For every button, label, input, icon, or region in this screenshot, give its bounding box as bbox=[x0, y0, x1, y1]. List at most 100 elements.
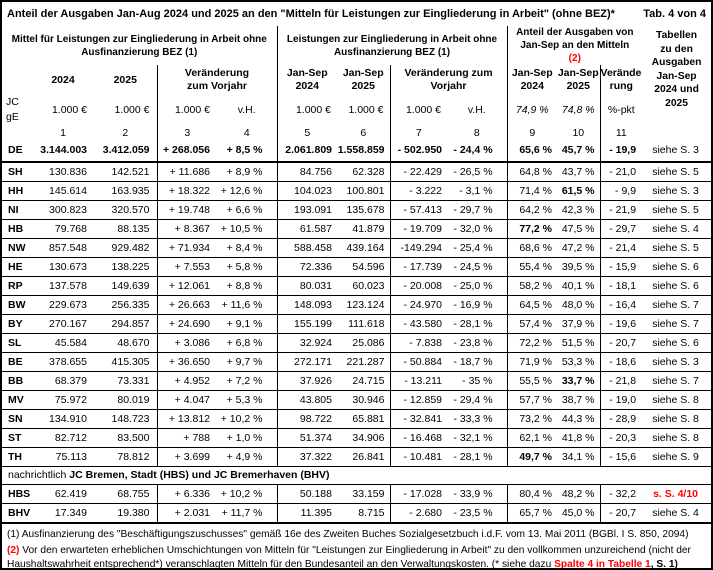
cell: - 28,1 % bbox=[447, 314, 508, 334]
cell: siehe S. 7 bbox=[642, 314, 711, 334]
cell: + 5,8 % bbox=[217, 257, 277, 277]
extra-rows: HBS 62.419 68.755 + 6.336 + 10,2 % 50.188 33.1… bbox=[2, 484, 711, 524]
col-veraenderung-1: Veränderung zum Vorjahr bbox=[156, 65, 277, 95]
cell: 256.335 bbox=[94, 295, 157, 315]
cell: - 2.680 bbox=[389, 503, 447, 524]
cell: - 9,9 bbox=[599, 181, 643, 201]
cell: - 33,3 % bbox=[447, 409, 508, 429]
unit-label: %-pkt bbox=[599, 95, 643, 125]
cell: + 6,8 % bbox=[217, 333, 277, 353]
cell: + 7.553 bbox=[156, 257, 217, 277]
cell: 130.673 bbox=[32, 257, 94, 277]
cell: 73.331 bbox=[94, 371, 157, 391]
cell: - 22.429 bbox=[389, 162, 447, 182]
cell: 25.086 bbox=[337, 333, 390, 353]
cell: 73,2 % bbox=[506, 409, 558, 429]
cell: - 13.211 bbox=[389, 371, 447, 391]
cell: 145.614 bbox=[32, 181, 94, 201]
total-share-2025: 74,8 % bbox=[561, 103, 595, 116]
cell: + 5,3 % bbox=[217, 390, 277, 410]
footnote-1: (1) Ausfinanzierung des "Beschäftigungsz… bbox=[7, 529, 689, 540]
cell: + 9,1 % bbox=[217, 314, 277, 334]
cell: 37.926 bbox=[276, 371, 337, 391]
cell: siehe S. 5 bbox=[642, 162, 711, 182]
cell: + 2.031 bbox=[156, 503, 217, 524]
table-row: BE 378.655 415.305 + 36.650 + 9,7 % 272.171 22… bbox=[2, 352, 711, 372]
table-row: NI 300.823 320.570 + 19.748 + 6,6 % 193.091 13… bbox=[2, 200, 711, 220]
region-code: SN bbox=[2, 409, 32, 429]
cell: 98.722 bbox=[276, 409, 337, 429]
cell: 61.587 bbox=[276, 219, 337, 239]
cell: 37.322 bbox=[276, 447, 337, 467]
cell: siehe S. 8 bbox=[642, 390, 711, 410]
cell: 19.380 bbox=[94, 503, 157, 524]
cell: + 1,0 % bbox=[217, 428, 277, 448]
region-code: BHV bbox=[2, 503, 32, 524]
table-row: BHV 17.349 19.380 + 2.031 + 11,7 % 11.395 8.71… bbox=[2, 503, 711, 524]
region-code: BB bbox=[2, 371, 32, 391]
table-row: SN 134.910 148.723 + 13.812 + 10,2 % 98.722 65… bbox=[2, 409, 711, 429]
column-number: 6 bbox=[360, 126, 367, 139]
cell: - 29,4 % bbox=[447, 390, 508, 410]
cell: 929.482 bbox=[94, 238, 157, 258]
column-number: 8 bbox=[473, 126, 480, 139]
region-code: ST bbox=[2, 428, 32, 448]
page-title: Anteil der Ausgaben Jan-Aug 2024 und 202… bbox=[7, 8, 615, 20]
cell: - 32,2 bbox=[599, 484, 643, 504]
cell: 75.113 bbox=[32, 447, 94, 467]
cell: 34,1 % bbox=[557, 447, 601, 467]
cell: - 32,0 % bbox=[447, 219, 508, 239]
cell: 58,2 % bbox=[506, 276, 558, 296]
cell: + 12.061 bbox=[156, 276, 217, 296]
cell: + 26.663 bbox=[156, 295, 217, 315]
cell: 134.910 bbox=[32, 409, 94, 429]
cell: - 16,9 % bbox=[447, 295, 508, 315]
cell: 104.023 bbox=[276, 181, 337, 201]
cell: 62.328 bbox=[337, 162, 390, 182]
region-code: NI bbox=[2, 200, 32, 220]
cell: 33,7 % bbox=[557, 371, 601, 391]
cell: + 788 bbox=[156, 428, 217, 448]
cell: 57,7 % bbox=[506, 390, 558, 410]
unit-label: 1.000 € bbox=[348, 103, 384, 116]
cell: 142.521 bbox=[94, 162, 157, 182]
cell: 221.287 bbox=[337, 352, 390, 372]
cell: - 32.841 bbox=[389, 409, 447, 429]
cell: 78.812 bbox=[94, 447, 157, 467]
cell: siehe S. 6 bbox=[642, 257, 711, 277]
cell: 51.374 bbox=[276, 428, 337, 448]
cell: - 57.413 bbox=[389, 200, 447, 220]
footnotes: (1) Ausfinanzierung des "Beschäftigungsz… bbox=[2, 524, 711, 570]
jc-ge-label: JC gE bbox=[6, 96, 19, 123]
cell: - 28,9 bbox=[599, 409, 643, 429]
cell: + 4,9 % bbox=[217, 447, 277, 467]
cell: 64,5 % bbox=[506, 295, 558, 315]
cell: siehe S. 6 bbox=[642, 276, 711, 296]
cell: 588.458 bbox=[276, 238, 337, 258]
unit-label: 1.000 € bbox=[389, 95, 447, 125]
cell: 62,1 % bbox=[506, 428, 558, 448]
footnote2-marker: (2) bbox=[568, 53, 581, 64]
region-code: HE bbox=[2, 257, 32, 277]
cell: 193.091 bbox=[276, 200, 337, 220]
cell: - 19.709 bbox=[389, 219, 447, 239]
cell: + 268.056 bbox=[156, 140, 217, 163]
cell: 49,7 % bbox=[506, 447, 558, 467]
cell: + 7,2 % bbox=[217, 371, 277, 391]
table-row: MV 75.972 80.019 + 4.047 + 5,3 % 43.805 30.946… bbox=[2, 390, 711, 410]
cell: + 3.086 bbox=[156, 333, 217, 353]
cell: - 23,8 % bbox=[447, 333, 508, 353]
table-row: SL 45.584 48.670 + 3.086 + 6,8 % 32.924 25.086… bbox=[2, 333, 711, 353]
cell[interactable]: s. S. 4/10 bbox=[642, 484, 711, 504]
cell: + 11,7 % bbox=[217, 503, 277, 524]
column-number: 10 bbox=[572, 126, 585, 139]
cell: siehe S. 9 bbox=[642, 447, 711, 467]
unit-label: 1.000 € bbox=[114, 103, 150, 116]
table1-reference-link[interactable]: Spalte 4 in Tabelle 1 bbox=[554, 559, 651, 570]
table-row: ST 82.712 83.500 + 788 + 1,0 % 51.374 34.906- … bbox=[2, 428, 711, 448]
title-bar: Anteil der Ausgaben Jan-Aug 2024 und 202… bbox=[2, 2, 711, 26]
cell: - 16,4 bbox=[599, 295, 643, 315]
cell: 47,5 % bbox=[557, 219, 601, 239]
cell: 163.935 bbox=[94, 181, 157, 201]
cell: 77,2 % bbox=[506, 219, 558, 239]
